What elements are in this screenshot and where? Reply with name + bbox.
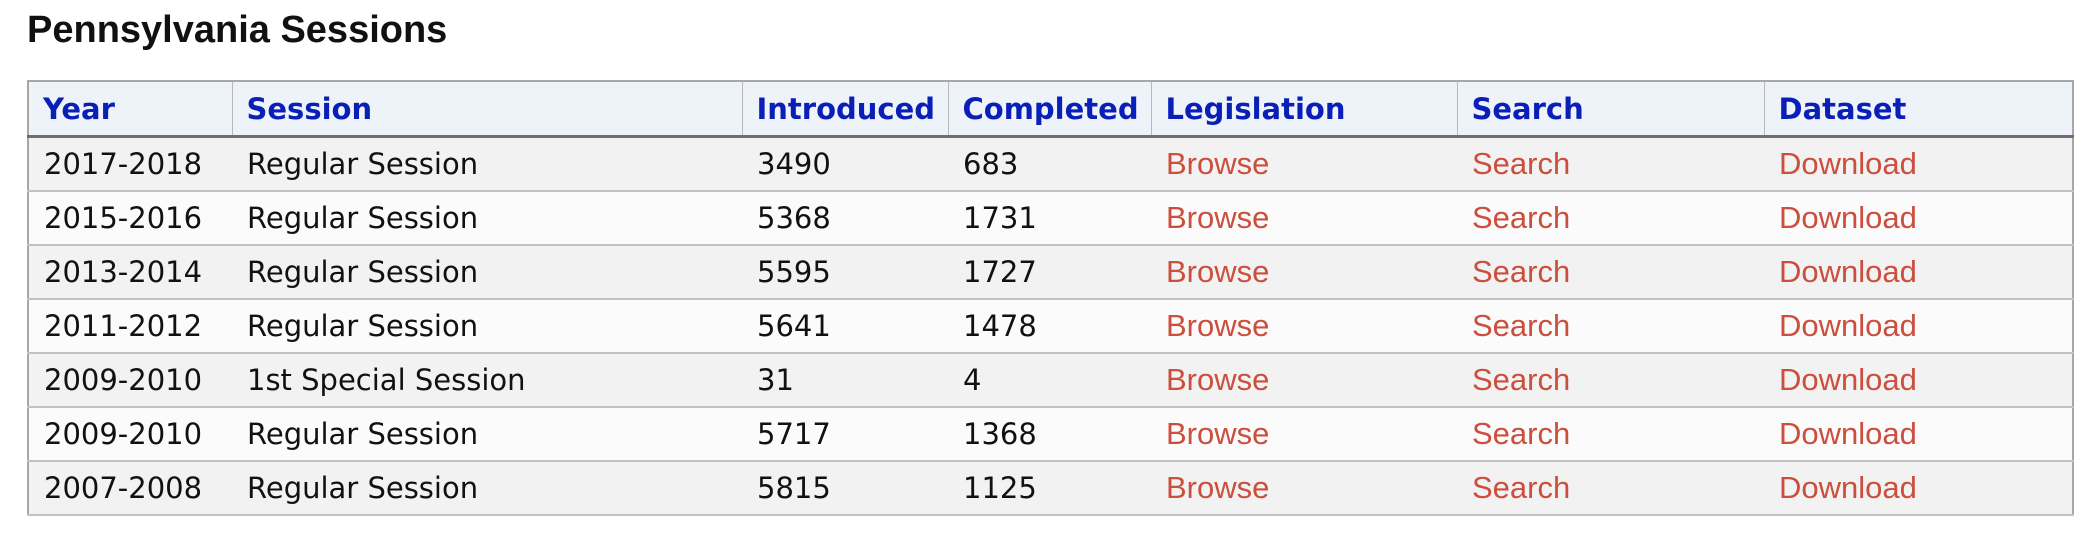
browse-link[interactable]: Browse bbox=[1151, 461, 1457, 516]
completed-cell: 1125 bbox=[948, 461, 1151, 516]
table-header-row: Year Session Introduced Completed Legisl… bbox=[28, 81, 2073, 138]
table-row: 2017-2018 Regular Session 3490 683 Brows… bbox=[28, 136, 2073, 192]
introduced-cell: 5368 bbox=[742, 191, 948, 246]
download-link[interactable]: Download bbox=[1764, 407, 2073, 462]
session-cell: 1st Special Session bbox=[232, 353, 742, 408]
search-link[interactable]: Search bbox=[1457, 245, 1764, 300]
search-link[interactable]: Search bbox=[1457, 407, 1764, 462]
browse-link[interactable]: Browse bbox=[1151, 191, 1457, 246]
introduced-cell: 31 bbox=[742, 353, 948, 408]
column-header-year: Year bbox=[28, 81, 232, 138]
introduced-cell: 3490 bbox=[742, 136, 948, 192]
session-cell: Regular Session bbox=[232, 407, 742, 462]
year-cell: 2009-2010 bbox=[28, 407, 232, 462]
completed-cell: 4 bbox=[948, 353, 1151, 408]
download-link[interactable]: Download bbox=[1764, 191, 2073, 246]
table-row: 2011-2012 Regular Session 5641 1478 Brow… bbox=[28, 299, 2073, 354]
download-link[interactable]: Download bbox=[1764, 245, 2073, 300]
completed-cell: 683 bbox=[948, 136, 1151, 192]
browse-link[interactable]: Browse bbox=[1151, 136, 1457, 192]
browse-link[interactable]: Browse bbox=[1151, 353, 1457, 408]
session-cell: Regular Session bbox=[232, 461, 742, 516]
download-link[interactable]: Download bbox=[1764, 299, 2073, 354]
search-link[interactable]: Search bbox=[1457, 353, 1764, 408]
column-header-introduced: Introduced bbox=[741, 81, 948, 138]
table-row: 2013-2014 Regular Session 5595 1727 Brow… bbox=[28, 245, 2073, 300]
table-row: 2007-2008 Regular Session 5815 1125 Brow… bbox=[28, 461, 2073, 516]
year-cell: 2017-2018 bbox=[28, 136, 232, 192]
introduced-cell: 5641 bbox=[742, 299, 948, 354]
sessions-table: Year Session Introduced Completed Legisl… bbox=[27, 80, 2074, 516]
year-cell: 2015-2016 bbox=[28, 191, 232, 246]
download-link[interactable]: Download bbox=[1764, 461, 2073, 516]
search-link[interactable]: Search bbox=[1457, 191, 1764, 246]
column-header-dataset: Dataset bbox=[1763, 81, 2073, 138]
column-header-completed: Completed bbox=[947, 81, 1151, 138]
completed-cell: 1368 bbox=[948, 407, 1151, 462]
session-cell: Regular Session bbox=[232, 245, 742, 300]
year-cell: 2009-2010 bbox=[28, 353, 232, 408]
column-header-search: Search bbox=[1456, 81, 1764, 138]
introduced-cell: 5717 bbox=[742, 407, 948, 462]
browse-link[interactable]: Browse bbox=[1151, 299, 1457, 354]
browse-link[interactable]: Browse bbox=[1151, 245, 1457, 300]
table-row: 2009-2010 Regular Session 5717 1368 Brow… bbox=[28, 407, 2073, 462]
completed-cell: 1727 bbox=[948, 245, 1151, 300]
introduced-cell: 5595 bbox=[742, 245, 948, 300]
session-cell: Regular Session bbox=[232, 136, 742, 192]
introduced-cell: 5815 bbox=[742, 461, 948, 516]
download-link[interactable]: Download bbox=[1764, 353, 2073, 408]
year-cell: 2007-2008 bbox=[28, 461, 232, 516]
download-link[interactable]: Download bbox=[1764, 136, 2073, 192]
table-row: 2015-2016 Regular Session 5368 1731 Brow… bbox=[28, 191, 2073, 246]
session-cell: Regular Session bbox=[232, 299, 742, 354]
column-header-session: Session bbox=[231, 81, 742, 138]
search-link[interactable]: Search bbox=[1457, 136, 1764, 192]
page-title: Pennsylvania Sessions bbox=[27, 9, 448, 51]
table-row: 2009-2010 1st Special Session 31 4 Brows… bbox=[28, 353, 2073, 408]
search-link[interactable]: Search bbox=[1457, 461, 1764, 516]
column-header-legislation: Legislation bbox=[1150, 81, 1457, 138]
completed-cell: 1478 bbox=[948, 299, 1151, 354]
completed-cell: 1731 bbox=[948, 191, 1151, 246]
year-cell: 2011-2012 bbox=[28, 299, 232, 354]
year-cell: 2013-2014 bbox=[28, 245, 232, 300]
browse-link[interactable]: Browse bbox=[1151, 407, 1457, 462]
search-link[interactable]: Search bbox=[1457, 299, 1764, 354]
session-cell: Regular Session bbox=[232, 191, 742, 246]
